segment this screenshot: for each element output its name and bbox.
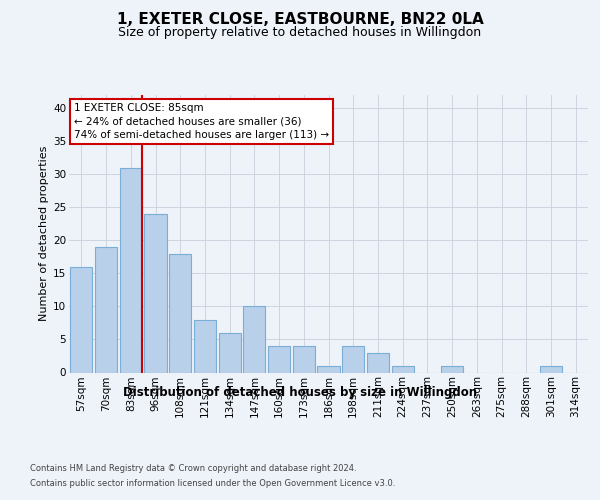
Bar xyxy=(243,306,265,372)
Bar xyxy=(169,254,191,372)
Text: Size of property relative to detached houses in Willingdon: Size of property relative to detached ho… xyxy=(118,26,482,39)
Bar xyxy=(218,333,241,372)
Text: Distribution of detached houses by size in Willingdon: Distribution of detached houses by size … xyxy=(123,386,477,399)
Y-axis label: Number of detached properties: Number of detached properties xyxy=(39,146,49,322)
Bar xyxy=(95,247,117,372)
Bar xyxy=(441,366,463,372)
Text: 1 EXETER CLOSE: 85sqm
← 24% of detached houses are smaller (36)
74% of semi-deta: 1 EXETER CLOSE: 85sqm ← 24% of detached … xyxy=(74,104,329,140)
Bar xyxy=(293,346,315,372)
Text: Contains HM Land Registry data © Crown copyright and database right 2024.: Contains HM Land Registry data © Crown c… xyxy=(30,464,356,473)
Bar xyxy=(70,267,92,372)
Text: Contains public sector information licensed under the Open Government Licence v3: Contains public sector information licen… xyxy=(30,479,395,488)
Bar xyxy=(194,320,216,372)
Text: 1, EXETER CLOSE, EASTBOURNE, BN22 0LA: 1, EXETER CLOSE, EASTBOURNE, BN22 0LA xyxy=(116,12,484,28)
Bar xyxy=(367,352,389,372)
Bar xyxy=(119,168,142,372)
Bar xyxy=(342,346,364,372)
Bar xyxy=(540,366,562,372)
Bar xyxy=(317,366,340,372)
Bar xyxy=(392,366,414,372)
Bar xyxy=(145,214,167,372)
Bar xyxy=(268,346,290,372)
